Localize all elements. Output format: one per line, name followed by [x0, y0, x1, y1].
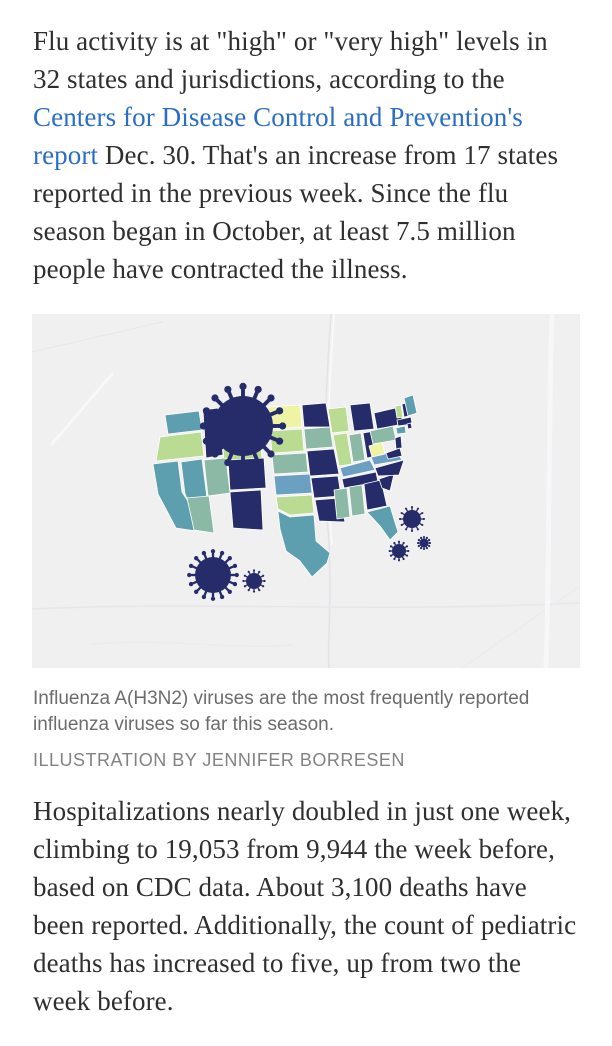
virus-icon	[199, 382, 287, 470]
figure-caption: Influenza A(H3N2) viruses are the most f…	[33, 688, 530, 735]
article-body: Flu activity is at "high" or "very high"…	[0, 22, 612, 1020]
virus-icon	[399, 506, 425, 532]
us-states-choropleth	[152, 394, 418, 578]
cdc-report-link[interactable]: Centers for Disease Control and Preventi…	[33, 102, 523, 170]
paragraph-text-post-link: Dec. 30. That's an increase from 17 stat…	[33, 140, 559, 284]
paper-crease-lines	[31, 311, 581, 671]
paragraph-flu-activity: Flu activity is at "high" or "very high"…	[0, 22, 612, 288]
virus-icon	[187, 549, 239, 601]
figure-credit: ILLUSTRATION BY JENNIFER BORRESEN	[33, 750, 405, 770]
virus-icon	[416, 535, 432, 551]
virus-icon-layer	[187, 382, 432, 601]
paragraph-text-pre-link: Flu activity is at "high" or "very high"…	[33, 26, 548, 94]
us-flu-map-illustration	[31, 311, 581, 671]
virus-icon	[388, 540, 410, 562]
virus-icon	[242, 569, 266, 593]
article-figure	[31, 311, 581, 671]
paragraph-hospitalizations: Hospitalizations nearly doubled in just …	[33, 796, 577, 1016]
